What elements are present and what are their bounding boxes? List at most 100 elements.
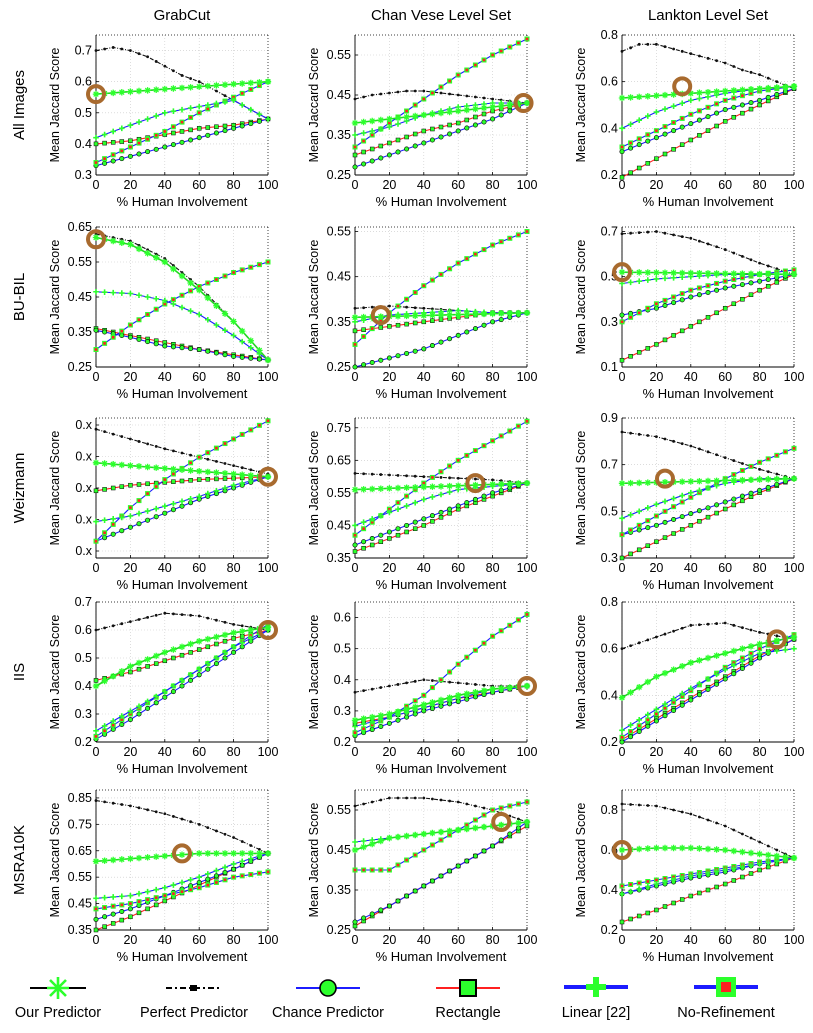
data-point-ours [178,851,186,858]
data-point-ours [773,84,780,91]
x-tick-label: 0 [352,178,359,192]
plot-area [96,418,268,558]
data-point-perfect [689,236,693,240]
data-point-chance [679,514,685,520]
data-point-ours [713,88,720,95]
data-point-perfect [456,476,460,480]
data-point-perfect [206,616,210,620]
data-point-rectangle [378,539,384,544]
data-point-rectangle [654,907,659,913]
data-point-chance [472,496,478,502]
data-point-perfect [405,89,408,93]
data-point-linear [153,886,159,893]
data-point-chance [119,909,125,915]
data-point-ours [420,483,427,491]
data-point-chance [196,672,202,678]
data-point-chance [205,132,211,138]
data-point-linear [688,873,694,879]
data-point-chance [119,332,125,338]
data-point-chance [464,125,470,131]
data-point-perfect [215,618,218,622]
data-point-linear [645,883,651,890]
data-point-linear [248,635,254,642]
data-point-chance [671,707,677,713]
data-point-norefine [129,506,132,509]
data-point-norefine [258,84,261,87]
data-point-ours [739,476,746,484]
data-point-linear [170,500,177,507]
data-point-norefine [189,289,192,293]
data-point-ours [170,646,177,653]
data-point-linear [213,488,220,494]
data-point-rectangle [645,910,651,916]
data-point-norefine [637,724,641,727]
data-point-ours [394,114,402,122]
data-point-chance [429,878,435,884]
data-point-chance [490,490,496,496]
data-point-linear [386,509,393,516]
data-point-perfect [103,800,106,804]
y-tick-label: 0.3 [75,168,92,182]
data-point-chance [213,661,219,667]
x-tick-label: 0 [93,561,100,575]
data-point-perfect [698,239,701,243]
y-tick-label: 0.x [75,481,92,495]
data-point-ours [239,80,246,87]
data-point-ours [636,683,643,691]
data-point-chance [455,332,461,338]
x-tick-label: 80 [486,561,500,575]
data-point-ours [472,105,479,113]
data-point-ours [110,89,117,97]
data-point-norefine [517,41,520,45]
y-tick-label: 0.25 [68,360,92,374]
data-point-chance [256,118,262,124]
data-point-norefine [517,233,520,237]
data-point-ours [369,840,376,848]
data-point-chance [395,353,401,359]
data-point-ours [264,356,272,364]
data-point-norefine [163,894,167,897]
data-point-rectangle [378,143,384,149]
data-point-rectangle [395,137,401,143]
data-point-ours [221,470,229,477]
data-point-perfect [223,620,227,624]
data-point-ours [170,465,177,473]
data-point-norefine [197,886,201,890]
data-point-perfect [180,817,184,821]
data-point-perfect [370,305,374,309]
data-point-norefine [180,293,184,297]
data-point-ours [429,483,436,490]
x-tick-label: 100 [784,370,805,384]
data-point-chance [688,697,694,703]
data-point-chance [722,285,728,291]
x-tick-label: 60 [192,178,206,192]
data-point-perfect [180,451,184,455]
data-point-chance [386,903,392,909]
x-tick-label: 20 [123,178,137,192]
data-point-chance [447,868,453,874]
data-point-perfect [362,472,365,476]
data-point-rectangle [757,102,762,108]
data-point-norefine [766,457,770,461]
data-point-perfect [655,635,658,639]
operating-point-circle [766,629,787,650]
data-point-perfect [749,628,753,632]
data-point-perfect [741,626,744,630]
data-point-ours [661,669,669,677]
data-point-rectangle [679,142,685,147]
data-point-chance [145,149,151,155]
data-point-linear [403,503,410,509]
data-point-perfect [180,271,184,274]
data-point-linear [187,672,194,678]
data-point-ours [386,485,393,492]
data-point-chance [645,138,651,144]
data-point-chance [222,870,228,876]
data-point-linear [662,498,668,505]
x-tick-label: 40 [684,178,698,192]
row-title: MSRA10K [11,825,28,895]
data-point-chance [188,346,194,352]
data-point-ours [264,624,272,631]
